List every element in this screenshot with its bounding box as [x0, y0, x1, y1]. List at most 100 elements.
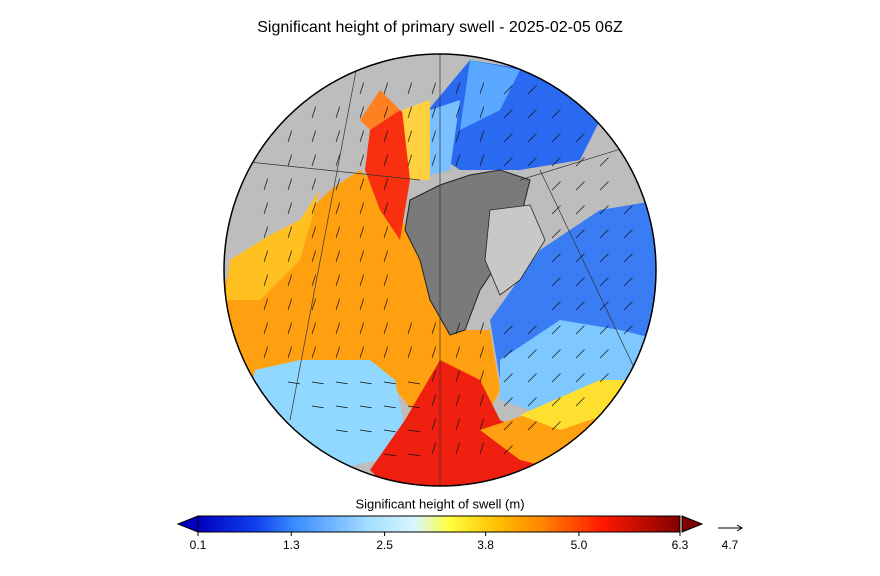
swell-arrow [287, 178, 293, 191]
swell-arrow [551, 373, 561, 383]
swell-arrow [455, 130, 461, 143]
swell-arrow [527, 157, 537, 167]
swell-arrow [503, 133, 513, 143]
swell-arrow [623, 301, 633, 311]
water-red [370, 360, 560, 486]
swell-arrow [359, 154, 365, 167]
swell-arrow [551, 205, 561, 215]
swell-arrow [431, 418, 437, 431]
swell-arrow [383, 346, 389, 359]
swell-arrow [599, 205, 609, 215]
swell-arrow [431, 82, 437, 95]
graticule [229, 54, 651, 486]
swell-arrow [383, 178, 389, 191]
swell-arrow [335, 429, 348, 433]
swell-arrow [575, 253, 585, 263]
swell-arrow [263, 274, 269, 287]
swell-arrow [383, 250, 389, 263]
swell-arrow [599, 301, 609, 311]
swell-arrow [311, 250, 317, 263]
swell-arrow [407, 154, 413, 167]
swell-arrow [311, 202, 317, 215]
swell-arrow [479, 322, 485, 335]
swell-arrow [575, 205, 585, 215]
swell-arrow [527, 397, 537, 407]
swell-arrow [527, 85, 537, 95]
swell-arrow [383, 274, 389, 287]
swell-arrow [551, 229, 561, 239]
swell-arrow [383, 82, 389, 95]
swell-arrow [599, 157, 609, 167]
swell-arrow [287, 202, 293, 215]
water-yellow [520, 380, 640, 430]
swell-arrow [527, 421, 537, 431]
swell-arrow [263, 202, 269, 215]
swell-arrow [575, 157, 585, 167]
colorbar-ticks: 0.1 1.3 2.5 3.8 5.0 6.3 [190, 532, 689, 552]
swell-arrow [431, 154, 437, 167]
swell-arrow [407, 405, 420, 409]
swell-arrow [287, 346, 293, 359]
swell-arrow [407, 82, 413, 95]
swell-arrow [263, 250, 269, 263]
swell-arrow [455, 154, 461, 167]
swell-arrow [335, 322, 341, 335]
swell-arrow [455, 370, 461, 383]
swell-arrow [335, 178, 341, 191]
swell-arrow [335, 405, 348, 409]
water-lightblue [430, 100, 460, 175]
swell-arrow [623, 325, 633, 335]
swell-arrow [311, 405, 324, 409]
swell-arrow [287, 274, 293, 287]
water-orange [360, 90, 400, 130]
swell-arrow [551, 301, 561, 311]
swell-arrow [503, 373, 513, 383]
swell-arrow [623, 277, 633, 287]
colorbar-min-arrow [176, 515, 199, 533]
swell-arrow [383, 226, 389, 239]
swell-arrow [503, 421, 513, 431]
swell-arrow [623, 229, 633, 239]
swell-arrow [479, 130, 485, 143]
swell-arrow [359, 202, 365, 215]
swell-arrow [431, 346, 437, 359]
colorbar-tick-label: 6.3 [672, 538, 689, 552]
swell-arrow [287, 226, 293, 239]
swell-arrow [503, 109, 513, 119]
swell-arrow [479, 418, 485, 431]
swell-arrow [599, 277, 609, 287]
swell-arrow [383, 381, 396, 385]
swell-arrow [479, 394, 485, 407]
swell-arrow [431, 394, 437, 407]
swell-arrow [479, 154, 485, 167]
swell-arrows [263, 82, 633, 457]
vector-key-arrowhead [736, 524, 743, 532]
swell-arrow [263, 346, 269, 359]
swell-arrow [359, 381, 372, 385]
swell-arrow [335, 154, 341, 167]
colorbar-max-arrow [681, 515, 704, 533]
swell-arrow [311, 106, 317, 119]
swell-arrow [455, 442, 461, 455]
swell-arrow [599, 373, 609, 383]
swell-arrow [383, 322, 389, 335]
swell-arrow [335, 130, 341, 143]
swell-arrow [551, 157, 561, 167]
swell-arrow [551, 133, 561, 143]
swell-arrow [407, 429, 420, 433]
swell-arrow [599, 181, 609, 191]
swell-arrow [455, 82, 461, 95]
swell-arrow [599, 325, 609, 335]
swell-arrow [383, 429, 396, 433]
swell-arrow [311, 178, 317, 191]
swell-arrow [335, 346, 341, 359]
swell-arrow [431, 106, 437, 119]
swell-arrow [551, 421, 561, 431]
swell-arrow [575, 325, 585, 335]
water-blue [460, 60, 520, 130]
swell-arrow [479, 346, 485, 359]
swell-arrow [359, 250, 365, 263]
colorbar-tick-label: 5.0 [571, 538, 588, 552]
swell-arrow [383, 453, 396, 457]
